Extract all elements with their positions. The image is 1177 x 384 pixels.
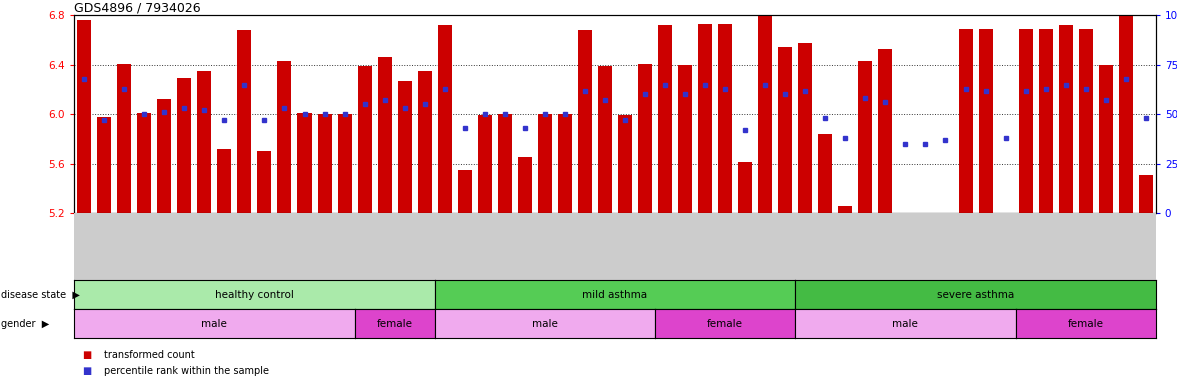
Bar bbox=[698, 24, 712, 213]
Bar bbox=[418, 71, 432, 213]
Bar bbox=[138, 113, 152, 213]
Bar bbox=[638, 64, 652, 213]
Bar bbox=[618, 116, 632, 213]
Bar bbox=[1098, 65, 1112, 213]
Bar bbox=[298, 113, 312, 213]
Bar bbox=[1119, 0, 1132, 213]
Bar bbox=[818, 134, 832, 213]
Bar bbox=[1139, 175, 1152, 213]
Bar bbox=[358, 66, 372, 213]
Text: disease state  ▶: disease state ▶ bbox=[1, 290, 80, 300]
Text: male: male bbox=[532, 318, 558, 329]
Bar bbox=[398, 81, 412, 213]
Bar bbox=[718, 24, 732, 213]
Bar bbox=[838, 206, 852, 213]
Bar bbox=[798, 43, 812, 213]
Bar bbox=[518, 157, 532, 213]
Bar bbox=[238, 30, 252, 213]
Bar bbox=[278, 61, 292, 213]
Bar bbox=[598, 66, 612, 213]
Bar bbox=[658, 25, 672, 213]
Text: female: female bbox=[377, 318, 413, 329]
Bar bbox=[758, 13, 772, 213]
Bar bbox=[978, 29, 992, 213]
Text: healthy control: healthy control bbox=[215, 290, 294, 300]
Bar bbox=[98, 117, 111, 213]
Text: gender  ▶: gender ▶ bbox=[1, 318, 49, 329]
Bar bbox=[538, 114, 552, 213]
Bar bbox=[1038, 29, 1052, 213]
Bar bbox=[878, 49, 892, 213]
Bar bbox=[558, 114, 572, 213]
Text: GDS4896 / 7934026: GDS4896 / 7934026 bbox=[74, 1, 201, 14]
Text: transformed count: transformed count bbox=[104, 350, 194, 360]
Bar bbox=[118, 64, 132, 213]
Bar bbox=[458, 170, 472, 213]
Bar bbox=[1058, 25, 1072, 213]
Text: male: male bbox=[201, 318, 227, 329]
Bar bbox=[938, 213, 952, 215]
Text: severe asthma: severe asthma bbox=[937, 290, 1015, 300]
Bar bbox=[78, 20, 91, 213]
Bar bbox=[778, 48, 792, 213]
Bar bbox=[158, 99, 172, 213]
Bar bbox=[1018, 29, 1032, 213]
Bar bbox=[578, 30, 592, 213]
Bar bbox=[738, 162, 752, 213]
Bar bbox=[338, 114, 352, 213]
Text: ■: ■ bbox=[82, 350, 92, 360]
Bar bbox=[998, 213, 1012, 214]
Bar bbox=[898, 213, 912, 214]
Bar bbox=[438, 25, 452, 213]
Text: female: female bbox=[1068, 318, 1104, 329]
Bar bbox=[198, 71, 212, 213]
Bar bbox=[918, 213, 932, 215]
Bar bbox=[378, 57, 392, 213]
Bar bbox=[858, 61, 872, 213]
Bar bbox=[318, 114, 332, 213]
Bar bbox=[1078, 29, 1092, 213]
Text: female: female bbox=[707, 318, 743, 329]
Text: male: male bbox=[892, 318, 918, 329]
Bar bbox=[958, 29, 972, 213]
Text: percentile rank within the sample: percentile rank within the sample bbox=[104, 366, 268, 376]
Bar bbox=[678, 65, 692, 213]
Bar bbox=[498, 114, 512, 213]
Bar bbox=[258, 151, 272, 213]
Bar bbox=[178, 78, 192, 213]
Bar bbox=[478, 116, 492, 213]
Bar bbox=[218, 149, 232, 213]
Text: ■: ■ bbox=[82, 366, 92, 376]
Text: mild asthma: mild asthma bbox=[583, 290, 647, 300]
